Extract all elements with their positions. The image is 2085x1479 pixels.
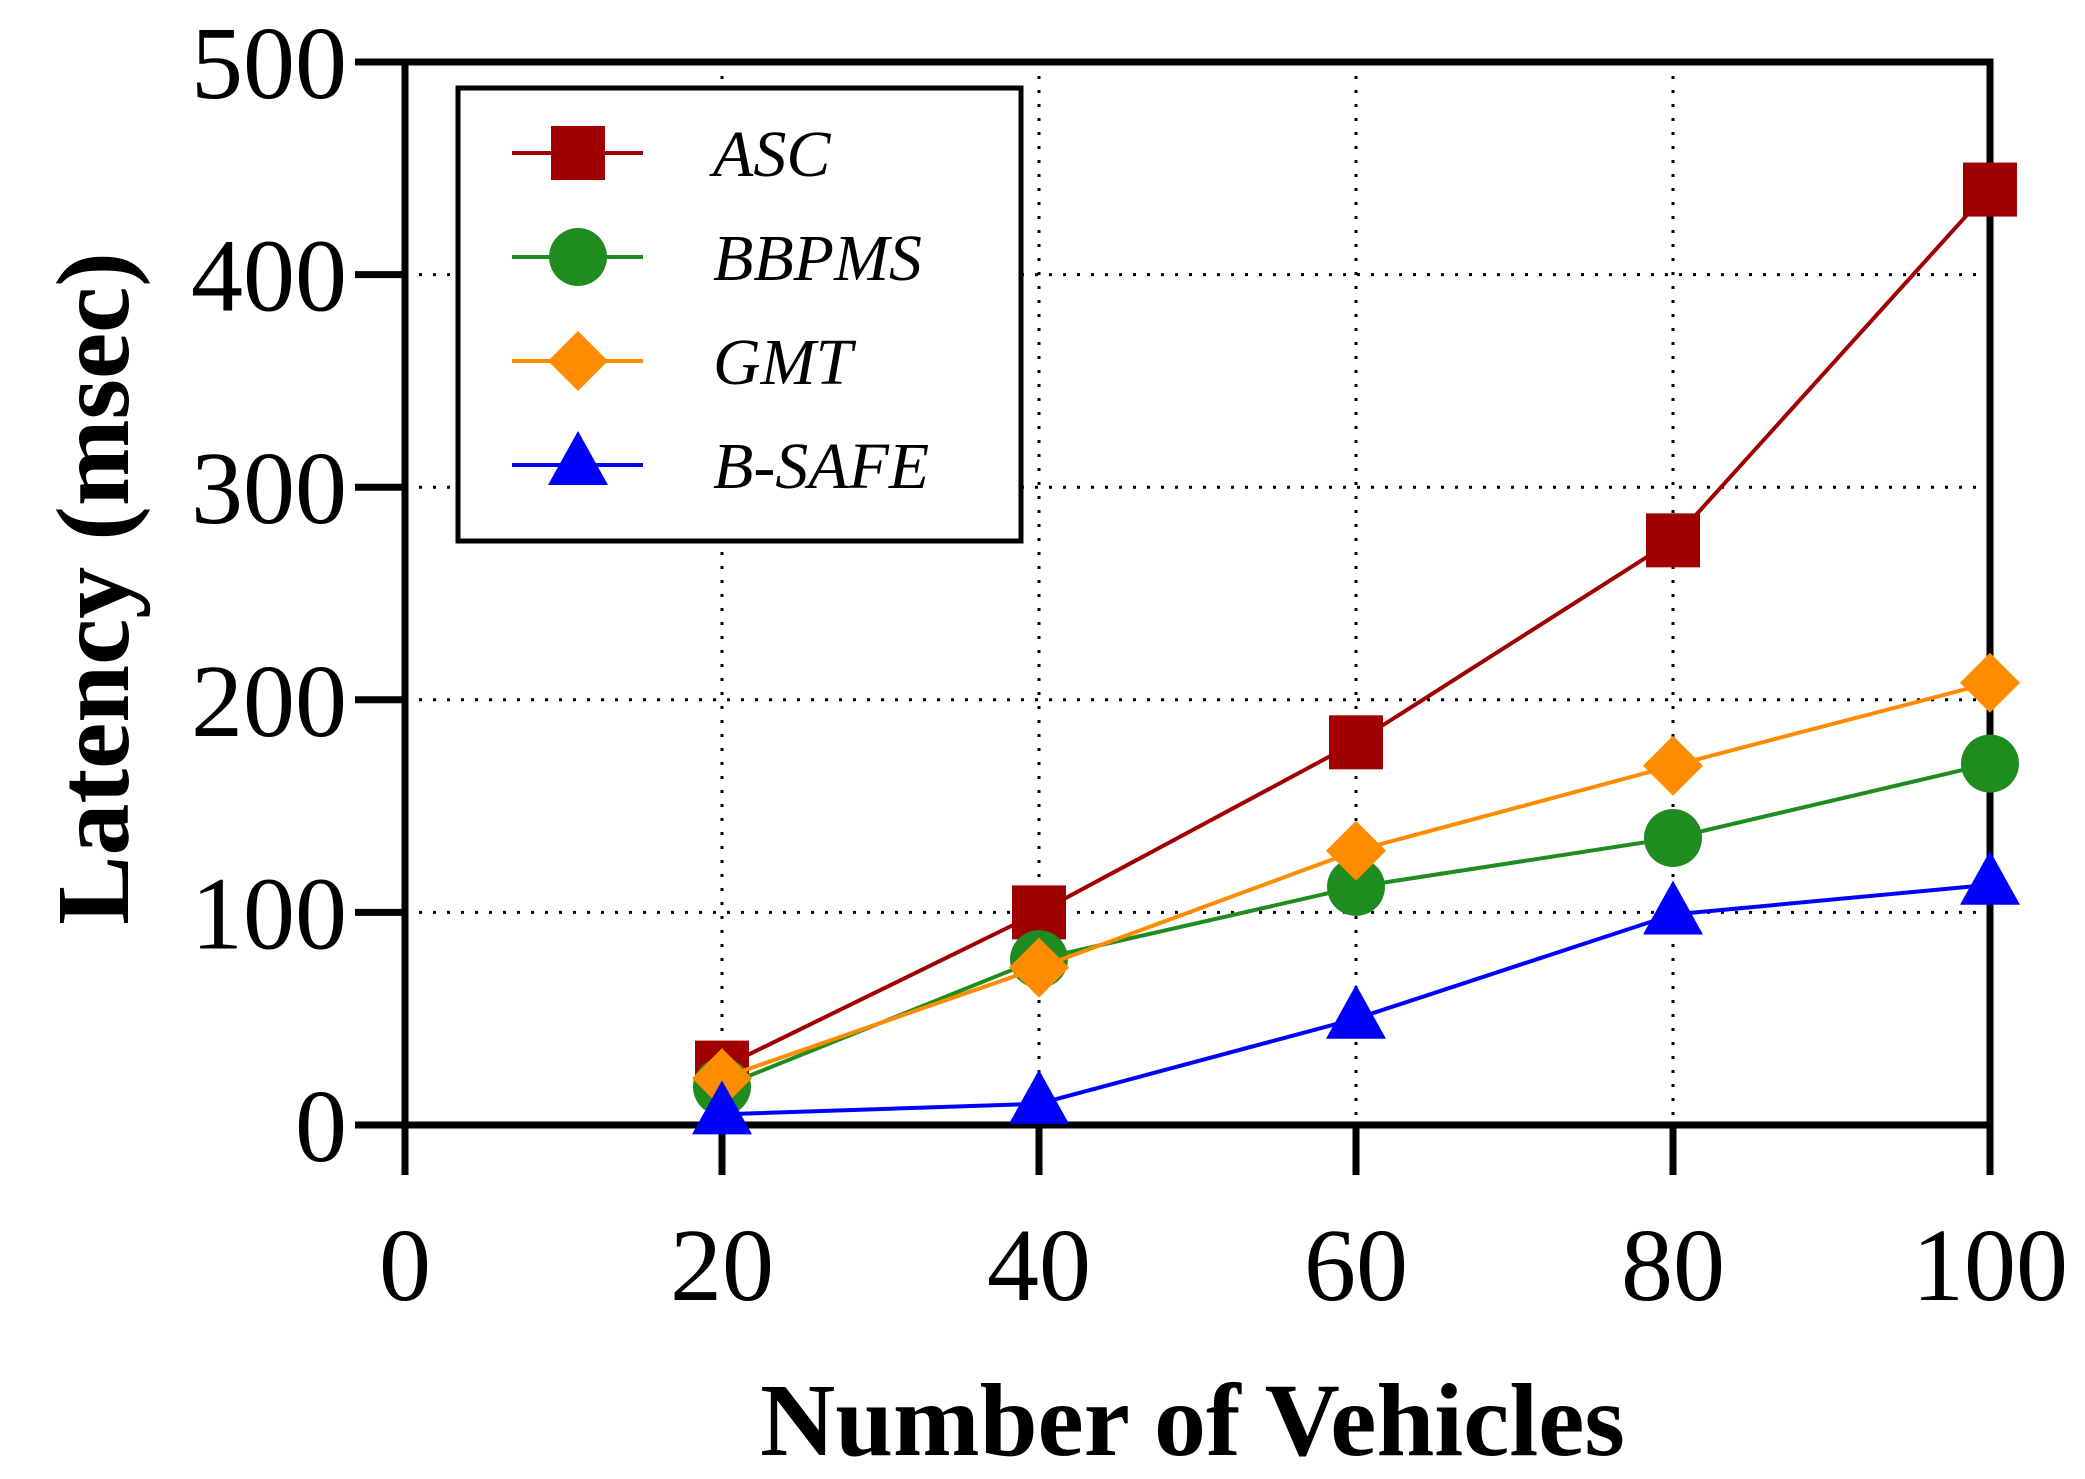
legend-marker-gmt [548, 331, 608, 391]
data-point-asc [1646, 513, 1700, 568]
data-point-b-safe [1960, 850, 2020, 905]
y-tick-label: 400 [191, 219, 347, 334]
x-tick-label: 20 [670, 1208, 774, 1323]
legend-marker-bbpms [549, 228, 607, 286]
plot-frame [401, 58, 1994, 1129]
data-point-gmt [1960, 652, 2020, 713]
data-point-b-safe [1009, 1069, 1069, 1124]
series-lines [692, 162, 2020, 1135]
y-tick-label: 300 [191, 431, 347, 546]
y-tick-label: 200 [191, 644, 347, 759]
legend-item-gmt: GMT [512, 326, 857, 399]
axes: 0 20 40 60 80 100 0 100 200 300 400 500 [191, 6, 2068, 1323]
data-point-bbpms [1961, 734, 2019, 793]
y-axis-title: Latency (msec) [36, 252, 151, 925]
y-tick-label: 500 [191, 6, 347, 121]
x-tick-label: 100 [1912, 1208, 2068, 1323]
x-tick-label: 60 [1304, 1208, 1408, 1323]
legend-label-gmt: GMT [713, 326, 857, 399]
x-tick-label: 40 [987, 1208, 1091, 1323]
data-point-gmt [1009, 937, 1069, 998]
x-tick-label: 0 [379, 1208, 431, 1323]
x-tick-label: 80 [1621, 1208, 1725, 1323]
data-point-asc [1963, 162, 2017, 217]
legend: ASC BBPMS GMT B-SAFE [455, 85, 1024, 544]
legend-label-asc: ASC [709, 118, 831, 191]
series-gmt [692, 652, 2020, 1109]
legend-item-asc: ASC [512, 118, 831, 191]
y-tick-label: 0 [295, 1069, 347, 1184]
data-point-bbpms [1644, 808, 1702, 867]
data-point-asc [1329, 715, 1383, 770]
data-point-gmt [692, 1048, 752, 1109]
legend-marker-b-safe [548, 431, 608, 485]
data-point-bbpms [1327, 857, 1385, 916]
data-point-gmt [1643, 735, 1703, 796]
data-point-b-safe [1326, 984, 1386, 1039]
series-b-safe [692, 850, 2020, 1135]
data-point-b-safe [1643, 880, 1703, 935]
y-tick-label: 100 [191, 856, 347, 971]
series-asc [695, 162, 2017, 1095]
x-axis-title: Number of Vehicles [760, 1363, 1625, 1478]
data-point-gmt [1326, 820, 1386, 881]
legend-item-bbpms: BBPMS [512, 222, 922, 295]
data-point-b-safe [692, 1080, 752, 1135]
legend-marker-asc [551, 126, 605, 180]
legend-item-b-safe: B-SAFE [512, 430, 929, 503]
legend-label-bbpms: BBPMS [713, 222, 922, 295]
legend-label-b-safe: B-SAFE [713, 430, 929, 503]
